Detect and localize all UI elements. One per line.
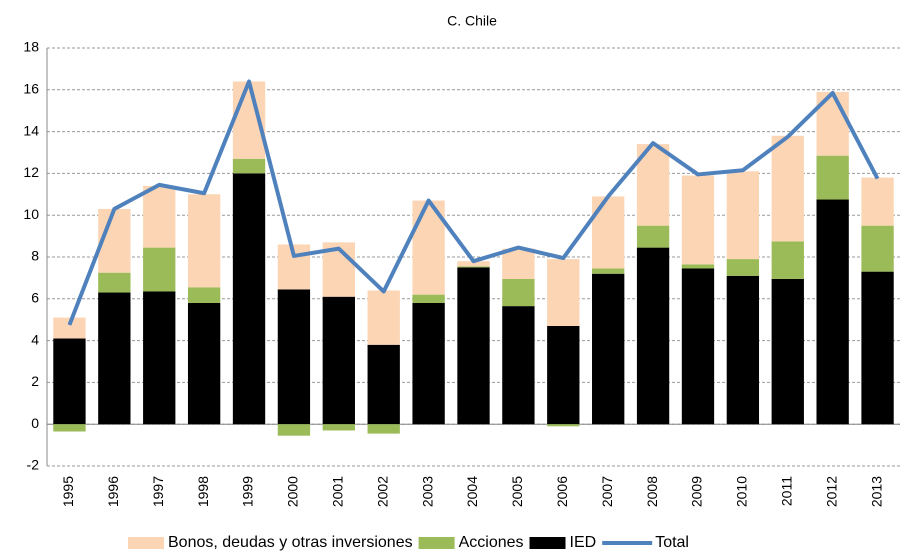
bar-segment [816, 199, 849, 425]
bar-segment [726, 275, 760, 425]
bar-segment [143, 291, 176, 425]
legend-swatch [128, 537, 164, 549]
legend-label: Acciones [459, 534, 524, 551]
bar-segment [412, 302, 445, 425]
y-tick-label: 16 [23, 81, 39, 97]
bar-segment [636, 225, 670, 248]
x-tick-label: 2011 [778, 476, 794, 506]
x-tick-label: 2003 [419, 476, 435, 507]
x-tick-label: 2000 [285, 476, 301, 507]
bar-segment [681, 268, 715, 425]
x-tick-label: 2002 [374, 476, 390, 507]
bar-segment [53, 317, 86, 339]
x-tick-label: 1996 [105, 476, 121, 507]
bar-segment [367, 290, 400, 345]
legend-label: IED [570, 534, 597, 551]
x-tick-label: 1995 [60, 476, 76, 507]
bar-segment [187, 302, 221, 425]
bar-segment [322, 424, 355, 431]
x-tick-label: 2001 [330, 476, 346, 507]
bar-segment [53, 338, 86, 425]
bar-segment [592, 273, 625, 425]
bar-segment [726, 171, 760, 260]
legend: Bonos, deudas y otras inversiones Accione… [128, 534, 689, 551]
bar-segment [187, 287, 221, 303]
bar-segment [98, 292, 131, 425]
bar-segment [502, 306, 535, 425]
bar-segment [277, 289, 311, 425]
y-tick-label: 10 [23, 206, 39, 222]
legend-swatch [418, 537, 455, 549]
bar-segment [861, 271, 894, 425]
x-tick-label: 2009 [689, 476, 705, 507]
y-tick-label: 6 [31, 290, 39, 306]
bar-segment [547, 424, 580, 427]
bar-segment [412, 294, 445, 303]
bar-segment [816, 155, 849, 200]
chart-title: C. Chile [447, 13, 497, 29]
x-tick-label: 2006 [554, 476, 570, 507]
bar-segment [277, 424, 311, 436]
bar-segment [457, 267, 490, 425]
bar-segment [681, 175, 715, 265]
y-tick-label: -2 [27, 457, 40, 473]
bar-segment [861, 177, 894, 226]
x-tick-label: 2010 [734, 476, 750, 507]
bar-segment [457, 266, 490, 268]
bar-segment [232, 173, 266, 425]
bar-segment [771, 241, 804, 279]
y-tick-label: 0 [31, 415, 39, 431]
bar-segment [771, 135, 804, 242]
y-tick-label: 2 [31, 373, 39, 389]
legend-label: Bonos, deudas y otras inversiones [168, 534, 413, 551]
bar-segment [187, 194, 221, 288]
bar-segment [232, 158, 266, 174]
bar-segment [726, 259, 760, 276]
bar-segment [771, 278, 804, 425]
x-tick-label: 2004 [464, 476, 480, 507]
bar-segment [98, 272, 131, 293]
bar-segment [592, 196, 625, 269]
x-tick-label: 1997 [150, 476, 166, 507]
bar-segment [457, 261, 490, 267]
y-tick-label: 4 [31, 331, 39, 347]
bar-segment [502, 248, 535, 279]
y-tick-label: 12 [23, 164, 39, 180]
bar-segment [53, 424, 86, 432]
y-tick-label: 14 [23, 122, 39, 138]
bar-segment [681, 264, 715, 269]
bar-segment [502, 278, 535, 307]
bar-segment [367, 344, 400, 425]
y-tick-label: 18 [23, 39, 39, 55]
y-tick-label: 8 [31, 248, 39, 264]
bar-segment [367, 424, 400, 434]
bar-segment [861, 225, 894, 272]
x-tick-label: 2007 [599, 476, 615, 507]
bar-segment [143, 185, 176, 248]
bar-segment [592, 268, 625, 274]
legend-swatch [529, 537, 566, 549]
x-tick-label: 1998 [195, 476, 211, 507]
x-tick-label: 2012 [823, 476, 839, 507]
x-tick-label: 2005 [509, 476, 525, 507]
bar-segment [322, 296, 355, 425]
bar-segment [547, 259, 580, 326]
x-tick-label: 2013 [868, 476, 884, 507]
bar-segment [547, 325, 580, 425]
bar-segment [636, 247, 670, 425]
total-line [67, 79, 880, 326]
x-tick-label: 2008 [644, 476, 660, 507]
x-tick-label: 1999 [240, 476, 256, 507]
bar-segment [143, 247, 176, 292]
legend-label: Total [655, 534, 689, 551]
